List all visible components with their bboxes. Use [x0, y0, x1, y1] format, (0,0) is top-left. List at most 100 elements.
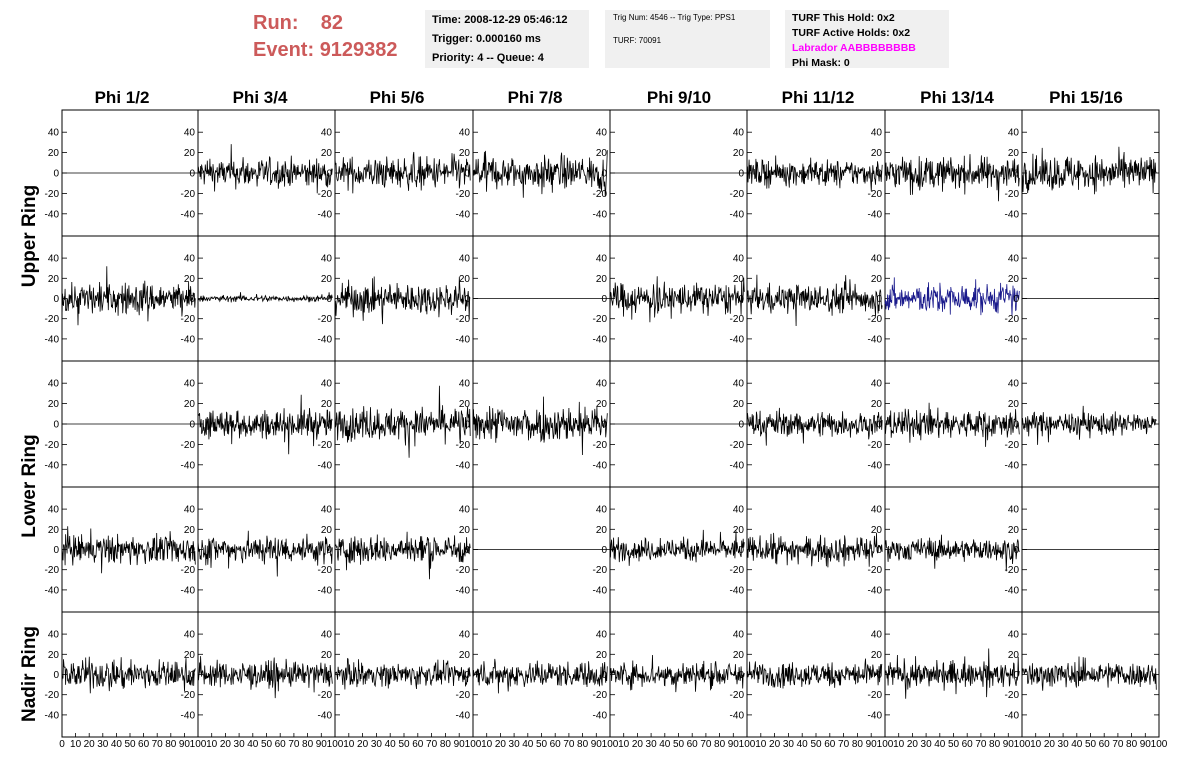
y-tick-label: -20 — [45, 314, 60, 325]
x-tick-label: 100 — [1151, 739, 1168, 750]
waveform-trace-r0-c2 — [334, 151, 471, 194]
y-tick-label: 20 — [733, 148, 745, 159]
y-tick-label: 0 — [53, 294, 59, 305]
y-tick-label: 20 — [48, 148, 60, 159]
y-tick-label: 40 — [321, 505, 333, 516]
y-tick-label: -20 — [45, 440, 60, 451]
y-tick-label: 40 — [733, 379, 745, 390]
y-tick-label: 20 — [321, 274, 333, 285]
waveform-trace-r2-c7 — [1021, 405, 1157, 445]
y-tick-label: -40 — [730, 460, 745, 471]
y-tick-label: 0 — [1013, 670, 1019, 681]
run-event-info: Run: 82 Event: 9129382 — [253, 10, 398, 64]
x-tick-label: 70 — [1112, 739, 1124, 750]
y-tick-label: -20 — [181, 440, 196, 451]
y-tick-label: -40 — [456, 334, 471, 345]
waveform-trace-r4-c4 — [609, 654, 745, 693]
x-tick-label: 20 — [495, 739, 507, 750]
y-tick-label: -40 — [45, 710, 60, 721]
y-tick-label: 20 — [1008, 650, 1020, 661]
x-tick-label: 80 — [714, 739, 726, 750]
y-tick-label: 20 — [184, 525, 196, 536]
waveform-trace-r4-c0 — [61, 656, 196, 694]
y-tick-label: 0 — [1013, 169, 1019, 180]
y-tick-label: -40 — [45, 334, 60, 345]
y-tick-label: 20 — [1008, 399, 1020, 410]
y-tick-label: -40 — [456, 710, 471, 721]
x-tick-label: 80 — [302, 739, 314, 750]
x-tick-label: 70 — [152, 739, 164, 750]
y-tick-label: -20 — [181, 189, 196, 200]
turf-active-holds-text: TURF Active Holds: 0x2 — [792, 27, 911, 39]
event-value: 9129382 — [319, 39, 398, 61]
x-tick-label: 50 — [948, 739, 960, 750]
y-tick-label: -20 — [45, 189, 60, 200]
y-tick-label: -20 — [181, 314, 196, 325]
y-tick-label: -40 — [318, 585, 333, 596]
waveform-trace-r4-c1 — [197, 656, 333, 699]
y-tick-label: -40 — [1005, 585, 1020, 596]
y-tick-label: -40 — [1005, 334, 1020, 345]
y-tick-label: 20 — [459, 525, 471, 536]
x-tick-label: 40 — [1071, 739, 1083, 750]
x-tick-label: 20 — [357, 739, 369, 750]
y-tick-label: 20 — [459, 650, 471, 661]
y-tick-label: -40 — [1005, 460, 1020, 471]
x-tick-label: 10 — [618, 739, 630, 750]
y-tick-label: -20 — [730, 565, 745, 576]
y-tick-label: -20 — [1005, 565, 1020, 576]
y-tick-label: -40 — [181, 209, 196, 220]
y-tick-label: -40 — [868, 334, 883, 345]
y-tick-label: 40 — [48, 505, 60, 516]
x-tick-label: 90 — [316, 739, 328, 750]
y-tick-label: 40 — [1008, 505, 1020, 516]
x-tick-label: 20 — [1044, 739, 1056, 750]
y-tick-label: -40 — [593, 710, 608, 721]
y-tick-label: -40 — [868, 209, 883, 220]
x-tick-label: 80 — [1126, 739, 1138, 750]
x-tick-label: 40 — [111, 739, 123, 750]
x-tick-label: 90 — [1003, 739, 1015, 750]
y-tick-label: 0 — [876, 294, 882, 305]
y-tick-label: -20 — [1005, 690, 1020, 701]
y-tick-label: 0 — [464, 670, 470, 681]
x-tick-label: 10 — [481, 739, 493, 750]
y-tick-label: 20 — [733, 525, 745, 536]
trigger-info-box: Trig Num: 4546 -- Trig Type: PPS1 TURF: … — [605, 10, 770, 68]
run-value: 82 — [320, 12, 344, 34]
y-tick-label: 20 — [871, 148, 883, 159]
x-tick-label: 30 — [509, 739, 521, 750]
x-tick-label: 100 — [327, 739, 344, 750]
y-tick-label: 20 — [871, 650, 883, 661]
waveform-trace-r0-c5 — [746, 155, 883, 192]
y-tick-label: 20 — [733, 399, 745, 410]
trigger-text: Trigger: 0.000160 ms — [432, 33, 541, 45]
y-tick-label: 40 — [184, 379, 196, 390]
y-tick-label: -40 — [181, 334, 196, 345]
y-tick-label: 40 — [48, 254, 60, 265]
y-tick-label: -40 — [456, 585, 471, 596]
waveform-trace-r2-c5 — [746, 407, 883, 446]
waveform-trace-r2-c3 — [472, 396, 608, 456]
y-tick-label: -20 — [868, 314, 883, 325]
run-label: Run: — [253, 12, 299, 34]
y-tick-label: 0 — [1013, 294, 1019, 305]
x-tick-label: 40 — [385, 739, 397, 750]
y-tick-label: 0 — [53, 670, 59, 681]
y-tick-label: -20 — [868, 690, 883, 701]
y-tick-label: 20 — [1008, 525, 1020, 536]
x-tick-label: 70 — [426, 739, 438, 750]
panel-frame-r4-c2 — [334, 611, 474, 738]
y-tick-label: 20 — [459, 274, 471, 285]
y-tick-label: -40 — [318, 209, 333, 220]
x-tick-label: 20 — [632, 739, 644, 750]
y-tick-label: 40 — [733, 128, 745, 139]
y-tick-label: -20 — [593, 565, 608, 576]
waveform-trace-r3-c0 — [61, 526, 196, 574]
y-tick-label: 20 — [596, 650, 608, 661]
y-tick-label: 40 — [733, 254, 745, 265]
x-tick-label: 40 — [522, 739, 534, 750]
x-tick-label: 50 — [673, 739, 685, 750]
y-tick-label: -40 — [45, 209, 60, 220]
